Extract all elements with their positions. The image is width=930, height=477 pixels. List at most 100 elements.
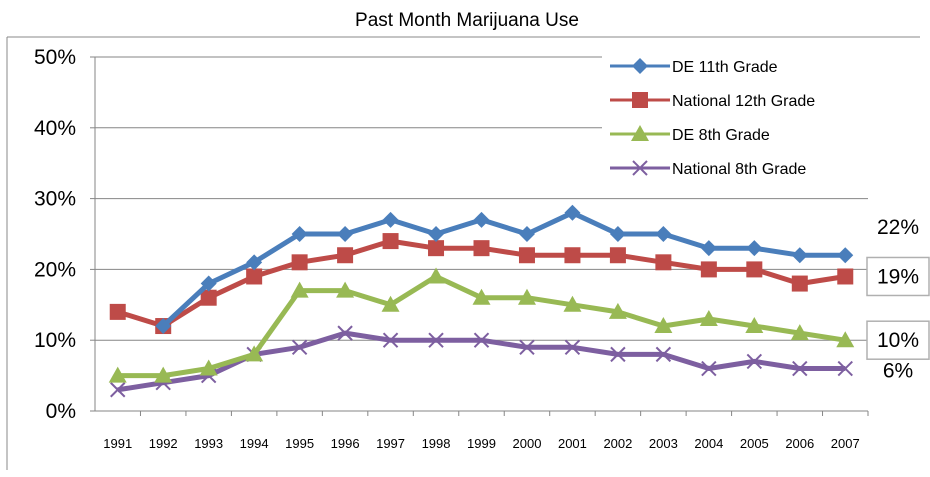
series-de-11th-grade [155,204,854,335]
data-point [632,160,648,176]
data-point [428,332,444,348]
data-point [108,366,127,383]
chart-title: Past Month Marijuana Use [355,10,579,31]
x-tick-label: 1994 [240,436,269,451]
data-point [290,281,309,298]
data-point [791,275,808,292]
end-label-box [866,320,930,360]
data-point [791,247,808,264]
data-point [245,345,264,362]
x-tick-label: 1991 [103,436,132,451]
series-national-12th-grade [109,233,854,335]
data-point [564,204,581,221]
end-labels: 22% 19% 10% 6% [866,216,930,383]
data-point [699,309,718,326]
end-label-text: 19% [877,265,919,288]
data-point [609,247,626,264]
data-point-stroke [746,353,763,370]
x-tick-label: 1997 [376,436,405,451]
end-label-box [866,256,930,297]
data-point [655,346,672,363]
y-tick-label: 10% [34,329,76,352]
x-tick-label: 2000 [513,436,542,451]
data-point [472,288,491,305]
data-point [746,353,763,370]
x-tick-label: 1992 [149,436,178,451]
data-point-stroke [655,346,672,363]
data-point [837,360,853,377]
data-point [428,240,445,257]
data-point [428,226,445,242]
data-point-stroke [473,332,490,348]
data-point [654,317,673,334]
data-point [246,268,263,285]
legend-item: DE 8th Grade [610,125,770,144]
data-point [382,332,399,348]
series-group [108,204,855,398]
x-tick-label: 1998 [422,436,451,451]
legend-label: National 8th Grade [672,161,806,178]
data-point [700,240,717,257]
data-point [473,211,490,228]
x-tick-label: 2006 [785,436,814,451]
data-point-stroke [632,160,648,176]
legend-item: National 8th Grade [610,160,806,178]
data-point-stroke [564,339,581,355]
data-point [563,295,582,312]
x-axis-ticks: 1991 1992 1993 1994 1995 1996 1997 1998 1999 2000… [103,411,869,451]
data-point [837,247,854,264]
data-point [291,254,308,271]
data-point [836,331,855,348]
x-tick-label: 1996 [331,436,360,451]
data-point [200,289,217,306]
data-point [519,339,535,355]
series-de-8th-grade [108,267,855,383]
legend-label: DE 8th Grade [672,127,770,144]
data-point-stroke [837,360,853,377]
end-label: 10% [866,320,930,360]
data-point [655,254,672,271]
data-point [655,226,672,242]
legend-label: DE 11th Grade [672,59,778,76]
data-point [790,324,809,341]
x-tick-label: 2007 [831,436,860,451]
data-point-stroke [110,382,126,398]
data-point [609,226,626,242]
end-label: 22% [877,216,919,239]
data-point [246,254,263,271]
data-point-stroke [291,339,308,355]
data-point [837,268,854,285]
data-point [200,275,217,292]
data-point-stroke [610,346,626,363]
data-point [517,288,536,305]
data-point-stroke [792,360,808,377]
x-tick-label: 2003 [649,436,678,451]
series-line [161,210,846,328]
data-point [632,92,648,108]
legend: DE 11th Grade National 12th Grade DE 8th G… [602,46,884,192]
data-point [564,339,581,355]
data-point [337,325,353,341]
x-tick-label: 2002 [603,436,632,451]
legend-label: National 12th Grade [672,93,815,110]
data-point [746,240,763,257]
y-tick-label: 20% [34,258,76,281]
x-tick-label: 1999 [467,436,496,451]
data-point-stroke [428,332,444,348]
data-point [291,339,308,355]
legend-item: National 12th Grade [610,92,815,110]
y-axis-ticks: 0% 10% 20% 30% 40% 50% [34,46,95,423]
data-point [155,318,172,335]
x-tick-label: 1993 [194,436,223,451]
data-point [473,240,490,257]
data-point [381,295,400,312]
data-point [610,346,626,363]
data-point [518,226,535,242]
legend-item: DE 11th Grade [610,58,778,76]
x-tick-label: 2001 [558,436,587,451]
y-tick-label: 0% [46,400,76,423]
data-point [382,233,399,250]
data-point [337,226,354,242]
data-point [700,261,717,278]
data-point [473,332,490,348]
